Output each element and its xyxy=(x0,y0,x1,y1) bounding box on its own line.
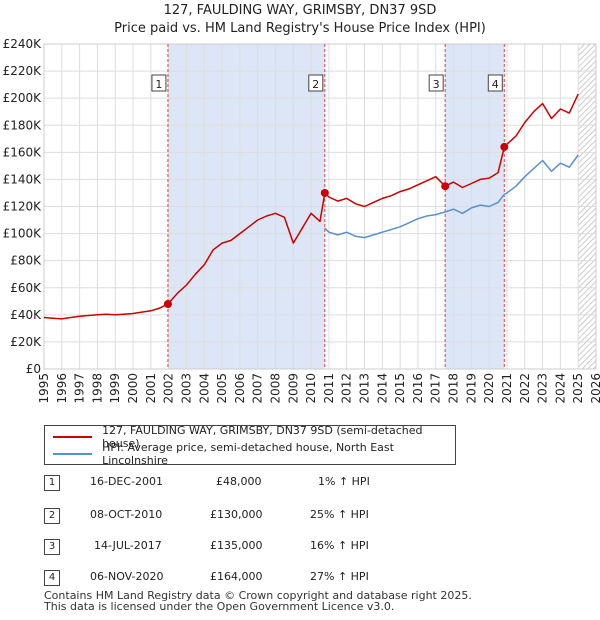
footer: Contains HM Land Registry data © Crown c… xyxy=(44,590,472,612)
x-tick-label: 2026 xyxy=(589,373,600,404)
y-tick-label: £80K xyxy=(10,254,42,268)
x-tick-label: 2020 xyxy=(482,373,496,404)
x-tick-label: 2017 xyxy=(429,373,443,404)
sale-label-box xyxy=(428,74,444,92)
x-tick-label: 2013 xyxy=(358,373,372,404)
sale-label-box xyxy=(151,74,167,92)
transaction-date: 16-DEC-2001 xyxy=(90,475,164,488)
transaction-price: £130,000 xyxy=(210,508,263,521)
x-tick-label: 2006 xyxy=(233,373,247,404)
x-tick-label: 2008 xyxy=(268,373,282,404)
transaction-number: 3 xyxy=(44,539,60,555)
sale-label: 2 xyxy=(312,78,319,91)
chart-title: 127, FAULDING WAY, GRIMSBY, DN37 9SD xyxy=(163,3,437,18)
y-tick-label: £180K xyxy=(3,118,43,132)
sale-label: 1 xyxy=(155,78,162,91)
x-tick-label: 2001 xyxy=(144,373,158,404)
transaction-number: 4 xyxy=(44,570,60,586)
y-tick-label: £220K xyxy=(3,64,43,78)
x-tick-label: 2002 xyxy=(162,373,176,404)
x-tick-label: 2012 xyxy=(340,373,354,404)
y-tick-label: £20K xyxy=(10,335,42,349)
chart-subtitle: Price paid vs. HM Land Registry's House … xyxy=(114,21,486,36)
x-tick-label: 2010 xyxy=(304,373,318,404)
sale-point xyxy=(441,182,450,191)
legend-price-swatch xyxy=(53,436,93,438)
transaction-hpi: 25% ↑ HPI xyxy=(310,508,369,521)
x-tick-label: 2003 xyxy=(179,373,193,404)
sale-point xyxy=(163,300,172,308)
x-tick-label: 2023 xyxy=(536,373,550,404)
legend: 127, FAULDING WAY, GRIMSBY, DN37 9SD (se… xyxy=(44,424,456,467)
legend-item-price: 127, FAULDING WAY, GRIMSBY, DN37 9SD (se… xyxy=(53,424,455,450)
y-tick-label: £60K xyxy=(10,281,42,295)
sale-label-box xyxy=(308,74,324,92)
transaction-hpi: 16% ↑ HPI xyxy=(310,539,369,552)
y-tick-label: £40K xyxy=(10,308,42,322)
x-tick-label: 2009 xyxy=(286,373,300,404)
legend-hpi-label: HPI: Average price, semi-detached house,… xyxy=(102,441,394,467)
x-tick-label: 2024 xyxy=(553,373,567,404)
transaction-date: 06-NOV-2020 xyxy=(90,570,164,583)
x-tick-label: 2022 xyxy=(518,373,532,404)
x-tick-label: 2025 xyxy=(571,373,585,404)
y-tick-label: £0 xyxy=(26,362,41,376)
x-tick-label: 1997 xyxy=(73,373,87,404)
footer-license: This data is licensed under the Open Gov… xyxy=(44,600,395,613)
transaction-date: 14-JUL-2017 xyxy=(94,539,162,552)
x-tick-label: 2005 xyxy=(215,373,229,404)
x-tick-label: 1996 xyxy=(55,373,69,404)
x-tick-label: 2016 xyxy=(411,373,425,404)
y-tick-label: £100K xyxy=(3,227,43,241)
y-tick-label: £140K xyxy=(3,172,43,186)
x-tick-label: 2018 xyxy=(447,373,461,404)
y-tick-label: £200K xyxy=(3,91,43,105)
transaction-hpi: 1% ↑ HPI xyxy=(318,475,370,488)
x-tick-label: 2007 xyxy=(251,373,265,404)
sale-point xyxy=(500,142,509,151)
x-tick-label: 2021 xyxy=(500,373,514,404)
transaction-number: 1 xyxy=(44,475,60,491)
transaction-price: £48,000 xyxy=(216,475,262,488)
transaction-price: £164,000 xyxy=(210,570,263,583)
x-tick-label: 1995 xyxy=(37,373,51,404)
price-paid-line xyxy=(43,93,579,320)
transaction-hpi: 27% ↑ HPI xyxy=(310,570,369,583)
x-tick-label: 2000 xyxy=(126,373,140,404)
legend-hpi-swatch xyxy=(53,453,93,455)
y-tick-label: £160K xyxy=(3,145,43,159)
sale-label-box xyxy=(487,74,503,92)
x-tick-label: 1998 xyxy=(90,373,104,404)
legend-price-label: 127, FAULDING WAY, GRIMSBY, DN37 9SD (se… xyxy=(102,424,423,450)
y-tick-label: £120K xyxy=(3,200,43,214)
x-tick-label: 1999 xyxy=(108,373,122,404)
legend-item-hpi: HPI: Average price, semi-detached house,… xyxy=(53,441,455,467)
x-tick-label: 2019 xyxy=(464,373,478,404)
x-tick-label: 2004 xyxy=(197,373,211,404)
transaction-price: £135,000 xyxy=(210,539,263,552)
x-tick-label: 2014 xyxy=(375,373,389,404)
footer-copyright: Contains HM Land Registry data © Crown c… xyxy=(44,589,472,602)
transaction-number: 2 xyxy=(44,508,60,524)
sale-label: 4 xyxy=(492,78,499,91)
y-tick-label: £240K xyxy=(3,37,43,51)
sale-point xyxy=(320,188,329,197)
price-chart: £0 £20K £40K £60K £80K £100K £120K £140K £160K £1… xyxy=(3,37,600,404)
x-tick-label: 2015 xyxy=(393,373,407,404)
x-tick-label: 2011 xyxy=(322,373,336,404)
hpi-line xyxy=(324,154,579,239)
sale-label: 3 xyxy=(433,78,440,91)
transaction-date: 08-OCT-2010 xyxy=(90,508,163,521)
plot-border xyxy=(43,43,597,370)
